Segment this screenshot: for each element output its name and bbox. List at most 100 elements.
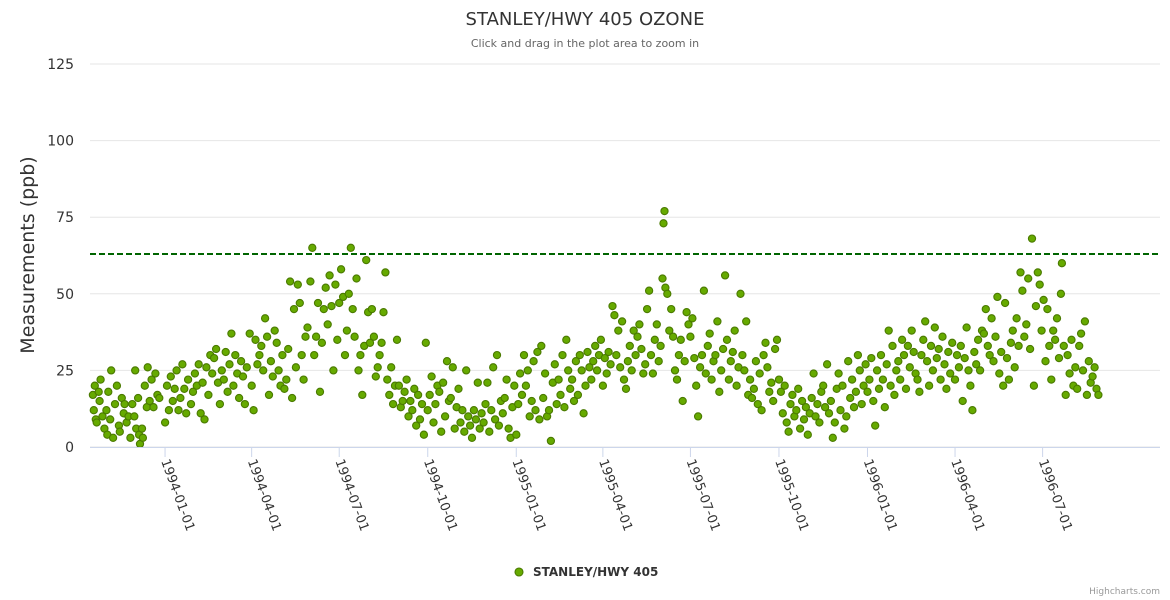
data-point[interactable] xyxy=(1059,341,1068,351)
data-point[interactable] xyxy=(352,274,361,283)
data-point[interactable] xyxy=(202,363,211,372)
data-point[interactable] xyxy=(924,381,934,390)
data-point[interactable] xyxy=(663,289,672,298)
points[interactable] xyxy=(88,206,1103,449)
data-point[interactable] xyxy=(884,326,893,335)
data-point[interactable] xyxy=(979,329,989,338)
data-point[interactable] xyxy=(264,390,274,400)
data-point[interactable] xyxy=(942,384,951,393)
data-point[interactable] xyxy=(625,341,634,351)
data-point[interactable] xyxy=(782,418,791,427)
data-point[interactable] xyxy=(274,366,283,375)
data-point[interactable] xyxy=(544,406,554,415)
data-point[interactable] xyxy=(892,366,901,375)
data-point[interactable] xyxy=(388,399,398,409)
data-point[interactable] xyxy=(398,396,407,406)
data-point[interactable] xyxy=(747,393,757,403)
data-point[interactable] xyxy=(644,286,654,295)
data-point[interactable] xyxy=(690,353,699,363)
data-point[interactable] xyxy=(178,360,187,369)
credits-link[interactable]: Highcharts.com xyxy=(1089,587,1160,597)
data-point[interactable] xyxy=(728,347,737,357)
data-point[interactable] xyxy=(794,384,803,393)
data-point[interactable] xyxy=(695,363,705,372)
data-point[interactable] xyxy=(1078,366,1088,375)
data-point[interactable] xyxy=(282,375,291,384)
data-point[interactable] xyxy=(701,369,710,378)
data-point[interactable] xyxy=(1002,353,1012,363)
data-point[interactable] xyxy=(325,271,334,280)
data-point[interactable] xyxy=(913,375,922,384)
data-point[interactable] xyxy=(539,393,548,403)
data-point[interactable] xyxy=(473,378,482,387)
data-point[interactable] xyxy=(1022,320,1031,329)
data-point[interactable] xyxy=(98,412,107,421)
legend[interactable]: STANLEY/HWY 405 xyxy=(514,565,658,579)
data-point[interactable] xyxy=(438,378,448,387)
data-point[interactable] xyxy=(770,344,780,354)
data-point[interactable] xyxy=(1004,375,1014,384)
data-point[interactable] xyxy=(500,393,509,403)
data-point[interactable] xyxy=(1008,326,1017,335)
data-point[interactable] xyxy=(583,347,592,357)
data-point[interactable] xyxy=(596,335,606,344)
data-point[interactable] xyxy=(921,317,930,326)
data-point[interactable] xyxy=(995,369,1004,378)
data-point[interactable] xyxy=(188,387,198,396)
data-point[interactable] xyxy=(223,387,232,396)
data-point[interactable] xyxy=(909,347,918,357)
data-point[interactable] xyxy=(890,390,899,400)
data-point[interactable] xyxy=(718,344,728,354)
data-point[interactable] xyxy=(1010,363,1019,372)
data-point[interactable] xyxy=(342,326,352,335)
data-point[interactable] xyxy=(907,326,916,335)
data-point[interactable] xyxy=(217,366,226,375)
data-point[interactable] xyxy=(215,399,225,409)
data-point[interactable] xyxy=(857,399,866,409)
data-point[interactable] xyxy=(249,406,258,415)
data-point[interactable] xyxy=(211,344,221,354)
data-point[interactable] xyxy=(1024,274,1033,283)
data-point[interactable] xyxy=(585,363,594,372)
data-point[interactable] xyxy=(174,406,183,415)
data-point[interactable] xyxy=(944,347,953,357)
data-point[interactable] xyxy=(650,335,659,344)
data-point[interactable] xyxy=(209,353,219,363)
data-point[interactable] xyxy=(948,338,957,347)
data-point[interactable] xyxy=(1088,372,1097,381)
data-point[interactable] xyxy=(89,406,98,415)
data-point[interactable] xyxy=(137,424,147,433)
data-point[interactable] xyxy=(487,406,496,415)
data-point[interactable] xyxy=(108,433,118,442)
data-point[interactable] xyxy=(966,381,975,390)
data-point[interactable] xyxy=(1063,350,1072,360)
data-point[interactable] xyxy=(425,390,434,400)
data-point[interactable] xyxy=(573,390,583,400)
data-point[interactable] xyxy=(297,350,306,360)
data-point[interactable] xyxy=(757,406,766,415)
data-point[interactable] xyxy=(155,393,164,403)
data-point[interactable] xyxy=(964,366,973,375)
data-point[interactable] xyxy=(659,219,668,228)
data-point[interactable] xyxy=(423,406,432,415)
data-point[interactable] xyxy=(1067,335,1076,344)
data-point[interactable] xyxy=(115,427,124,436)
data-point[interactable] xyxy=(878,375,888,384)
data-point[interactable] xyxy=(932,353,941,363)
data-point[interactable] xyxy=(749,384,759,393)
data-point[interactable] xyxy=(799,415,809,424)
data-point[interactable] xyxy=(306,277,315,286)
data-point[interactable] xyxy=(934,344,943,354)
data-point[interactable] xyxy=(143,363,152,372)
data-point[interactable] xyxy=(556,390,565,400)
data-point[interactable] xyxy=(616,363,625,372)
data-point[interactable] xyxy=(658,274,667,283)
data-point[interactable] xyxy=(200,415,209,424)
data-point[interactable] xyxy=(456,418,465,427)
data-point[interactable] xyxy=(379,308,388,317)
data-point[interactable] xyxy=(299,375,308,384)
data-point[interactable] xyxy=(849,403,859,412)
data-point[interactable] xyxy=(303,323,312,332)
data-point[interactable] xyxy=(333,335,342,344)
data-point[interactable] xyxy=(257,341,266,351)
